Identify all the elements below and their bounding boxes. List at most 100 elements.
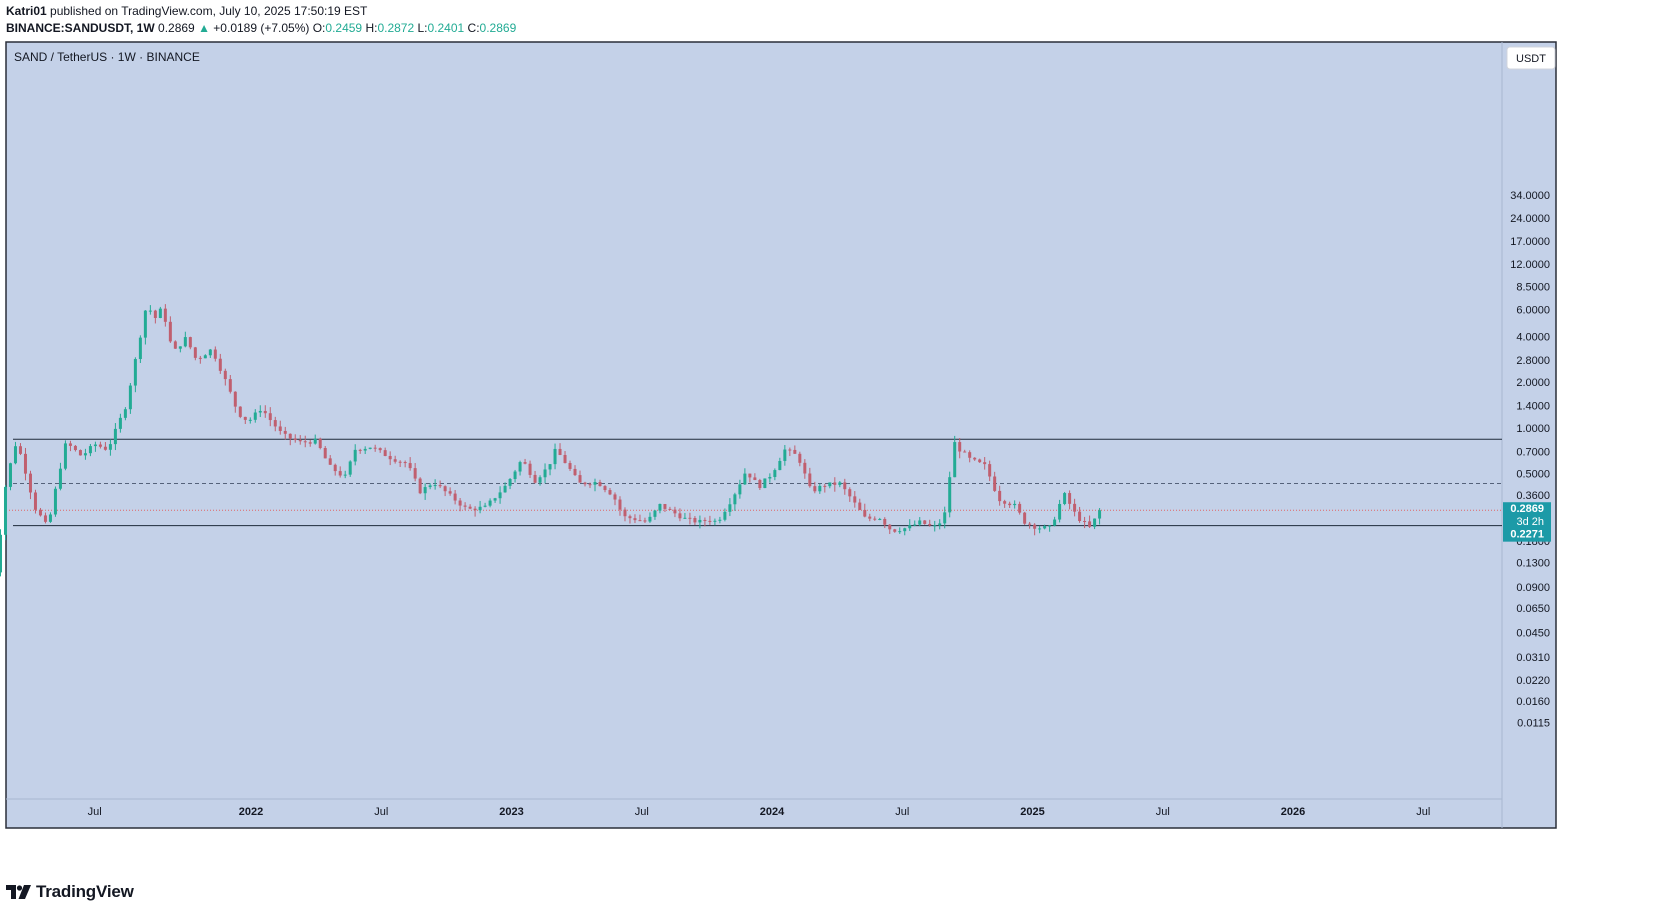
candle: [328, 455, 332, 466]
candle: [333, 463, 337, 476]
low-label: L:: [417, 21, 428, 35]
candle: [798, 451, 802, 467]
candles: [0, 304, 1102, 577]
candle: [603, 485, 607, 493]
candle: [878, 517, 882, 521]
candle: [498, 486, 502, 504]
x-axis-tick-label: Jul: [88, 806, 102, 818]
y-axis-tick-label: 1.4000: [1516, 401, 1550, 413]
candle: [748, 473, 752, 483]
candle: [263, 405, 267, 418]
candle: [168, 316, 172, 343]
candle: [933, 520, 937, 532]
y-axis-tick-label: 6.0000: [1516, 305, 1550, 317]
candle: [623, 507, 627, 522]
time-axis[interactable]: Jul 2022 Jul 2023 Jul 2024 Jul 2025 Jul 2026 Jul: [88, 806, 1431, 818]
candle: [238, 406, 242, 419]
candle: [813, 481, 817, 494]
candle: [388, 451, 392, 466]
candle: [223, 368, 227, 386]
candle: [248, 417, 252, 424]
candle: [598, 479, 602, 487]
tradingview-logo-icon: [6, 885, 31, 899]
candle: [308, 439, 312, 447]
candle: [928, 519, 932, 527]
candle: [433, 479, 437, 490]
currency-button[interactable]: USDT: [1506, 46, 1556, 70]
candle: [173, 340, 177, 349]
candle: [963, 449, 967, 453]
candle: [1093, 518, 1097, 530]
candle: [1078, 506, 1082, 523]
candle: [613, 492, 617, 506]
candle: [563, 451, 567, 464]
candle: [13, 441, 17, 465]
candle: [278, 420, 282, 435]
candle: [303, 435, 307, 448]
candle: [3, 485, 7, 541]
candle: [23, 447, 27, 481]
candle: [898, 527, 902, 534]
candle: [643, 517, 647, 524]
candle: [573, 465, 577, 477]
candle: [1058, 499, 1062, 523]
candle: [213, 346, 217, 362]
candle: [543, 463, 547, 484]
candle: [1033, 523, 1037, 536]
candle: [0, 529, 2, 577]
candle: [958, 437, 962, 459]
close-label: C:: [467, 21, 480, 35]
candle: [513, 469, 517, 483]
candle: [1038, 525, 1042, 534]
candle: [608, 487, 612, 496]
candle: [708, 515, 712, 525]
candle: [443, 485, 447, 497]
candle: [503, 482, 507, 493]
candle: [883, 517, 887, 529]
candle: [383, 447, 387, 457]
candle: [448, 487, 452, 496]
candle: [123, 407, 127, 421]
close-value: 0.2869: [479, 21, 517, 35]
high-label: H:: [365, 21, 378, 35]
candle: [518, 460, 522, 476]
x-axis-tick-label: Jul: [1156, 806, 1170, 818]
candle: [698, 515, 702, 529]
last-price-badge-value: 0.2869: [1510, 503, 1544, 515]
candle: [138, 335, 142, 364]
candle: [398, 460, 402, 468]
candle: [363, 446, 367, 455]
y-axis-tick-label: 0.5000: [1516, 469, 1550, 481]
candle: [473, 506, 477, 517]
level-price-badge: [1503, 525, 1551, 542]
candle: [578, 470, 582, 483]
x-axis-tick-label: 2026: [1281, 806, 1305, 818]
candle: [838, 481, 842, 488]
candle: [113, 423, 117, 451]
candle: [583, 481, 587, 487]
candle: [8, 462, 12, 491]
y-axis-tick-label: 2.0000: [1516, 377, 1550, 389]
candle: [648, 512, 652, 523]
candle: [728, 498, 732, 517]
candle: [988, 460, 992, 482]
candle: [348, 460, 352, 477]
candle: [948, 471, 952, 518]
candle: [1018, 501, 1022, 515]
candle: [438, 480, 442, 489]
candle: [183, 331, 187, 348]
candle: [658, 503, 662, 514]
y-axis-tick-label: 4.0000: [1516, 331, 1550, 343]
candle: [198, 355, 202, 364]
candle: [508, 477, 512, 490]
candle: [103, 442, 107, 451]
candle: [628, 514, 632, 524]
candle: [488, 498, 492, 508]
candle: [673, 506, 677, 518]
candle: [268, 407, 272, 427]
tradingview-logo[interactable]: TradingView: [6, 882, 134, 902]
y-axis-tick-label: 0.3600: [1516, 490, 1550, 502]
candle: [908, 519, 912, 531]
candle: [1048, 525, 1052, 532]
